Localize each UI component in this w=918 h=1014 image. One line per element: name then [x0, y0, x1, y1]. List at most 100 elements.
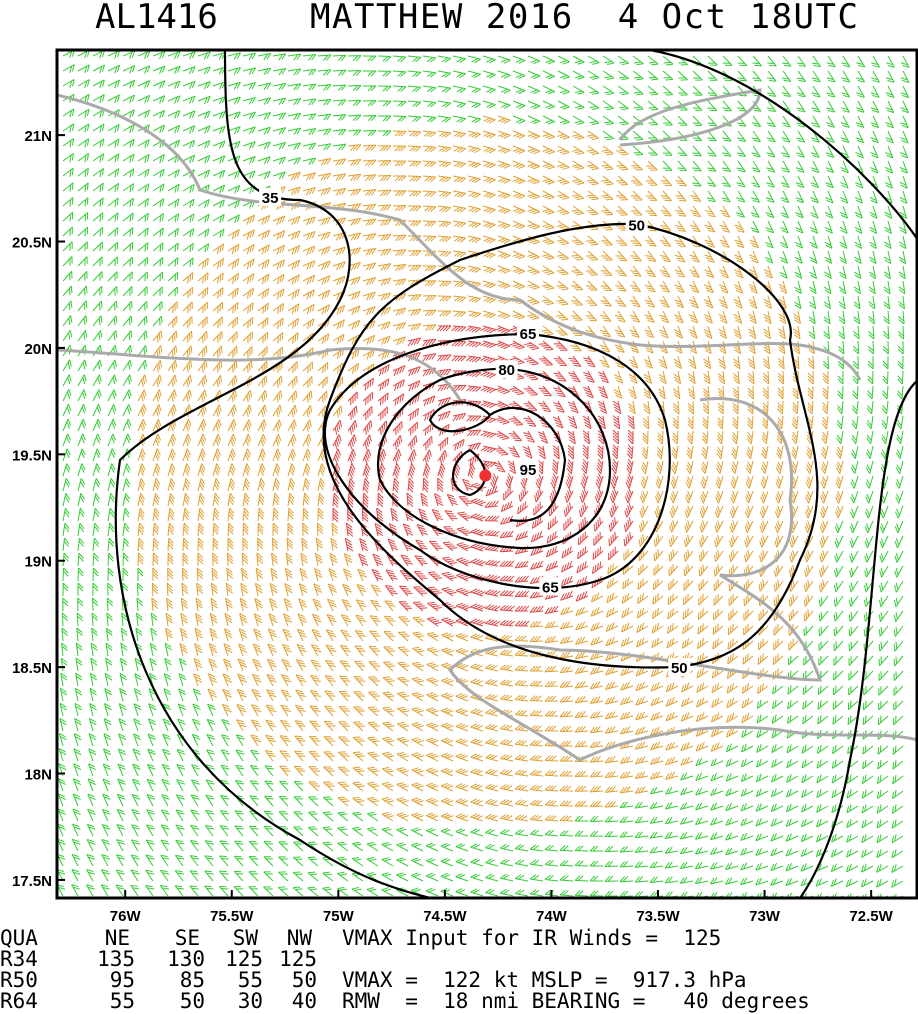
wind-barb [287, 492, 295, 507]
wind-barb [629, 295, 641, 308]
wind-barb [664, 787, 679, 795]
wind-barb [482, 130, 496, 139]
wind-barb [527, 295, 540, 305]
wind-barb [354, 645, 366, 657]
wind-barb [643, 370, 653, 384]
wind-barb [422, 338, 437, 347]
wind-barb [197, 199, 210, 208]
wind-barb [865, 460, 874, 474]
wind-barb [529, 784, 544, 792]
wind-barb [852, 355, 859, 370]
wind-barb [92, 182, 104, 193]
wind-barb [407, 308, 422, 316]
wind-barb [470, 843, 484, 852]
wind-barb [675, 205, 687, 217]
wind-barb [589, 755, 604, 763]
wind-barb [865, 445, 874, 459]
wind-barb [212, 301, 224, 314]
wind-barb [242, 111, 256, 120]
wind-barb [272, 112, 287, 120]
wind-barb [560, 590, 574, 601]
wind-barb [604, 875, 619, 882]
wind-barb [500, 828, 514, 837]
wind-barb [254, 597, 263, 612]
wind-barb [176, 748, 186, 762]
wind-barb [664, 846, 679, 854]
wind-barb [839, 205, 848, 219]
wind-barb [675, 175, 687, 187]
wind-barb [440, 782, 454, 792]
wind-barb [437, 235, 452, 243]
wind-barb [107, 404, 117, 417]
wind-barbs [57, 50, 910, 898]
wind-barb [690, 205, 701, 218]
wind-barb [470, 543, 486, 552]
wind-barb [167, 257, 179, 267]
wind-barb [62, 507, 70, 522]
wind-barb [190, 824, 200, 837]
wind-barb [834, 520, 844, 534]
wind-barb [635, 696, 649, 706]
wind-barb [574, 785, 589, 792]
table-cell: 55 [110, 989, 135, 1013]
wind-barb [743, 594, 754, 607]
wind-barb [527, 70, 541, 80]
wind-barb [122, 359, 133, 372]
wind-barb [189, 870, 199, 882]
wind-barb [775, 490, 784, 504]
wind-barb [778, 280, 788, 294]
wind-barb [557, 55, 570, 65]
wind-barb [227, 375, 238, 388]
wind-barb [122, 330, 133, 342]
wind-barb [272, 346, 283, 359]
wind-barb [425, 797, 439, 807]
wind-barb [585, 295, 598, 306]
wind-barb [352, 736, 365, 747]
wind-barb [567, 415, 578, 429]
wind-barb [137, 389, 147, 402]
wind-barb [638, 563, 649, 576]
wind-barb [366, 887, 379, 897]
wind-barb [227, 81, 241, 90]
wind-barb [665, 741, 679, 751]
wind-barb [619, 801, 634, 809]
wind-barb [206, 718, 216, 732]
wind-barb [497, 130, 511, 139]
wind-barb [422, 463, 431, 479]
wind-barb [77, 404, 87, 417]
wind-barb [680, 726, 694, 737]
wind-barb [92, 418, 102, 432]
table-header: NE [105, 926, 130, 950]
wind-barb [437, 205, 452, 213]
wind-barb [771, 714, 784, 724]
wind-barb [674, 280, 685, 293]
wind-barb [559, 845, 574, 852]
wind-barb [324, 705, 336, 717]
wind-barb [272, 141, 286, 150]
wind-barb [62, 300, 73, 312]
wind-barb [645, 205, 658, 217]
wind-barb [257, 156, 271, 165]
wind-barb [332, 173, 347, 181]
wind-barb [710, 847, 724, 855]
wind-barb [853, 265, 862, 280]
wind-barb [891, 864, 904, 873]
wind-barb [62, 597, 69, 612]
wind-barb [876, 834, 889, 844]
wind-barb [377, 378, 390, 391]
wind-barb [311, 629, 322, 642]
wind-barb [347, 492, 354, 508]
wind-barb [571, 280, 584, 291]
wind-barb [766, 145, 776, 158]
wind-barb [585, 340, 597, 353]
wind-barb [92, 241, 103, 252]
wind-barb [851, 445, 859, 459]
wind-barb [287, 157, 301, 165]
wind-barb [151, 582, 159, 597]
wind-barb [847, 700, 859, 711]
wind-barb [347, 290, 361, 301]
wind-barb [698, 564, 709, 577]
wind-barb [122, 138, 135, 148]
wind-barb [347, 305, 361, 315]
wind-barb [758, 609, 769, 621]
